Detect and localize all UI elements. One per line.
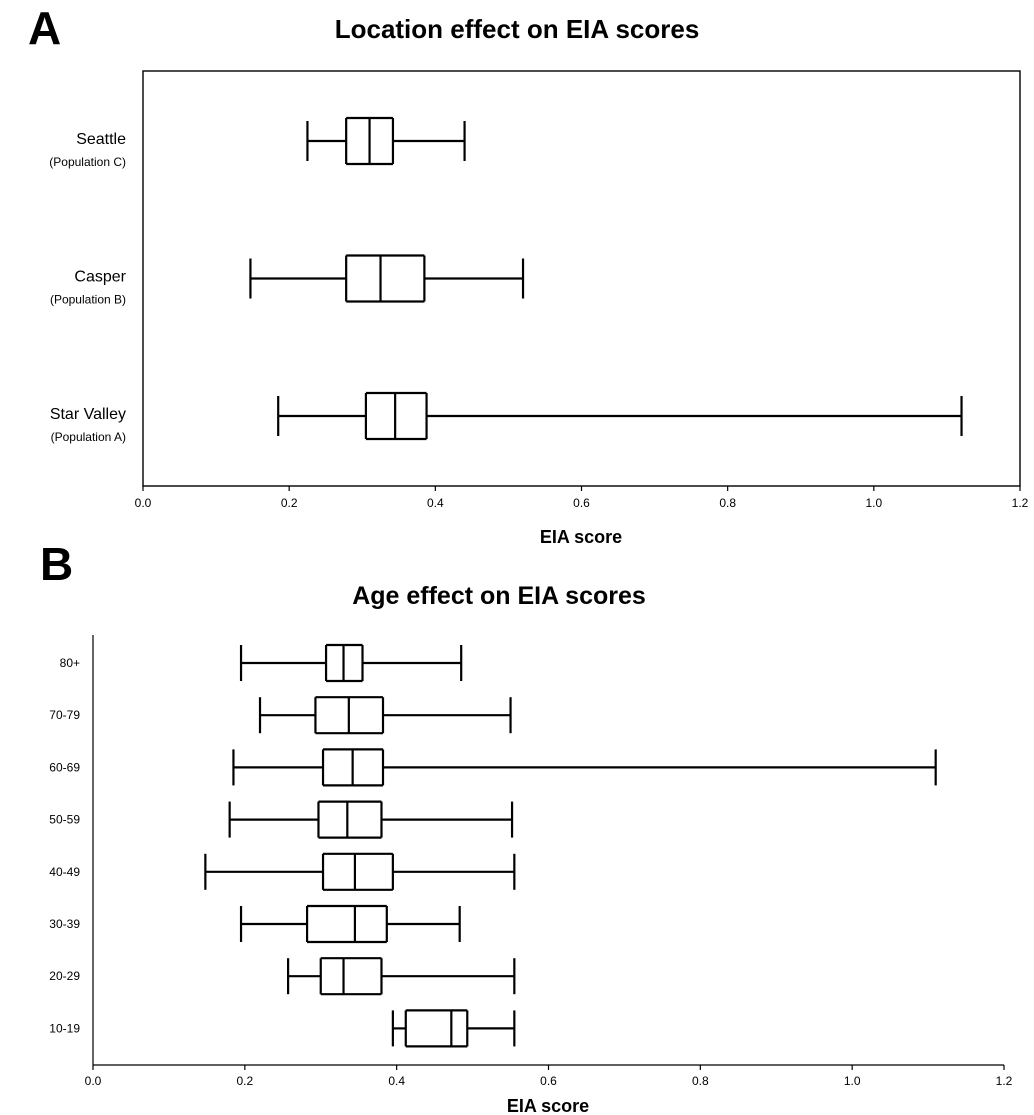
panel-b-boxes — [204, 643, 937, 1048]
panel-a-letter: A — [28, 2, 61, 54]
category-sublabel: (Population B) — [50, 293, 126, 307]
panel-a: A Location effect on EIA scores 0.0 0.2 0.… — [28, 2, 1029, 547]
panel-b: B Age effect on EIA scores 0.0 0.2 0.4 0.6 0… — [40, 538, 1013, 1115]
box-10-19 — [391, 1009, 516, 1048]
box-star-valley — [277, 391, 963, 441]
x-tick-label: 0.2 — [281, 496, 298, 510]
box-50-59 — [228, 800, 514, 839]
panel-b-letter: B — [40, 538, 73, 590]
category-label: 10-19 — [49, 1021, 80, 1035]
panel-a-boxes — [249, 116, 963, 441]
category-label: Casper — [74, 269, 126, 286]
panel-a-x-ticks: 0.0 0.2 0.4 0.6 0.8 1.0 1.2 — [135, 486, 1029, 510]
x-tick-label: 0.4 — [388, 1074, 405, 1088]
panel-a-categories: Seattle (Population C) Casper (Population B… — [49, 131, 126, 444]
box-80- — [239, 643, 463, 683]
x-tick-label: 1.2 — [1012, 496, 1029, 510]
category-label: 70-79 — [49, 708, 80, 722]
x-tick-label: 1.2 — [996, 1074, 1013, 1088]
category-label: 40-49 — [49, 865, 80, 879]
category-label: 60-69 — [49, 760, 80, 774]
x-tick-label: 1.0 — [844, 1074, 861, 1088]
panel-b-x-axis-title: EIA score — [507, 1096, 589, 1115]
x-tick-label: 0.2 — [236, 1074, 253, 1088]
box-30-39 — [239, 904, 461, 944]
box-casper — [249, 254, 525, 303]
box-60-69 — [232, 748, 937, 787]
box-20-29 — [287, 957, 516, 996]
category-sublabel: (Population A) — [51, 430, 126, 444]
category-label: 20-29 — [49, 969, 80, 983]
x-tick-label: 0.8 — [692, 1074, 709, 1088]
category-label: 30-39 — [49, 917, 80, 931]
box-70-79 — [258, 696, 512, 735]
panel-a-title: Location effect on EIA scores — [335, 14, 700, 44]
panel-b-x-ticks: 0.0 0.2 0.4 0.6 0.8 1.0 1.2 — [85, 1065, 1013, 1088]
box-40-49 — [204, 852, 516, 891]
category-label: Star Valley — [50, 406, 126, 423]
x-tick-label: 0.0 — [85, 1074, 102, 1088]
category-label: 50-59 — [49, 813, 80, 827]
category-label: 80+ — [60, 656, 80, 670]
x-tick-label: 0.6 — [573, 496, 590, 510]
x-tick-label: 0.4 — [427, 496, 444, 510]
panel-b-title: Age effect on EIA scores — [352, 582, 646, 610]
x-tick-label: 1.0 — [865, 496, 882, 510]
x-tick-label: 0.8 — [719, 496, 736, 510]
category-label: Seattle — [76, 131, 126, 148]
x-tick-label: 0.6 — [540, 1074, 557, 1088]
panel-b-categories: 80+ 70-79 60-69 50-59 40-49 30-39 20-29 10-19 — [49, 656, 80, 1035]
box-seattle — [306, 116, 466, 166]
x-tick-label: 0.0 — [135, 496, 152, 510]
category-sublabel: (Population C) — [49, 155, 126, 169]
panel-a-x-axis-title: EIA score — [540, 527, 622, 547]
